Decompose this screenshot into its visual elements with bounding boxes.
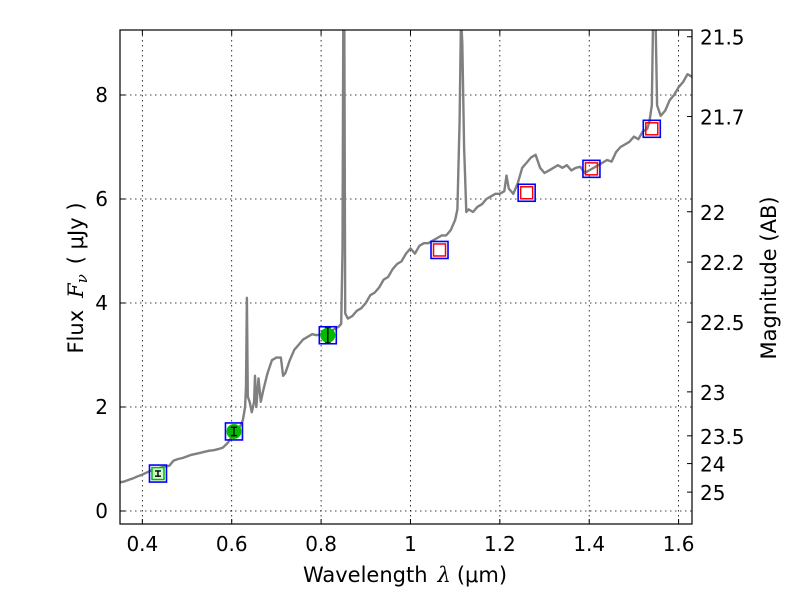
y2-tick-label: 23.5 — [700, 425, 745, 449]
y2-tick-label: 22.2 — [700, 251, 745, 275]
x-tick-label: 1 — [404, 532, 417, 556]
x-axis-label: Wavelength λ (μm) — [303, 563, 507, 587]
y-axis-label-subscript: ν — [73, 274, 91, 283]
y-axis-label-prefix: Flux — [64, 310, 88, 354]
y-axis-label: Flux Fν ( μJy ) — [64, 202, 91, 353]
photometry-marker — [582, 159, 601, 179]
x-tick-label: 1.2 — [484, 532, 516, 556]
photometry-marker — [148, 464, 168, 483]
photometry-marker — [642, 119, 662, 139]
y-tick-label: 6 — [95, 187, 108, 211]
x-axis-label-symbol: λ — [437, 563, 451, 587]
grid-lines — [120, 30, 692, 524]
photometry-marker — [517, 183, 536, 203]
y-tick-label: 8 — [95, 83, 108, 107]
y-tick-label: 2 — [95, 395, 108, 419]
y2-tick-label: 23 — [700, 381, 725, 405]
model-flux-marker — [584, 162, 599, 176]
y2-tick-label: 25 — [700, 481, 725, 505]
y-axis-label-unit: ( μJy ) — [64, 202, 88, 264]
y2-tick-label: 21.5 — [700, 26, 745, 50]
y2-tick-label: 24 — [700, 453, 725, 477]
x-tick-label: 0.6 — [216, 532, 248, 556]
x-tick-label: 1.4 — [573, 532, 605, 556]
y-axis-label-symbol: F — [64, 282, 88, 299]
x-tick-label: 1.6 — [663, 532, 695, 556]
tick-layer: 0.4 0.6 0.8 1 1.2 1.4 1.60246821.521.72222.222… — [95, 26, 744, 556]
photometry-marker — [430, 240, 449, 260]
x-axis-label-prefix: Wavelength — [303, 563, 428, 587]
marker-layer — [148, 119, 662, 483]
plot-frame — [119, 29, 693, 525]
x-tick-label: 0.8 — [305, 532, 337, 556]
x-axis-label-unit: (μm) — [457, 563, 507, 587]
x-tick-label: 0.4 — [126, 532, 158, 556]
model-flux-marker — [432, 243, 447, 257]
photometry-marker — [318, 325, 338, 345]
model-flux-marker — [645, 122, 659, 136]
y-tick-label: 4 — [95, 291, 108, 315]
y-tick-label: 0 — [95, 499, 108, 523]
y2-tick-label: 22 — [700, 201, 725, 225]
y2-tick-label: 21.7 — [700, 106, 745, 130]
y2-tick-label: 22.5 — [700, 311, 745, 335]
photometry-marker — [224, 422, 244, 441]
model-flux-marker — [519, 186, 534, 200]
y2-axis-label: Magnitude (AB) — [757, 196, 781, 359]
